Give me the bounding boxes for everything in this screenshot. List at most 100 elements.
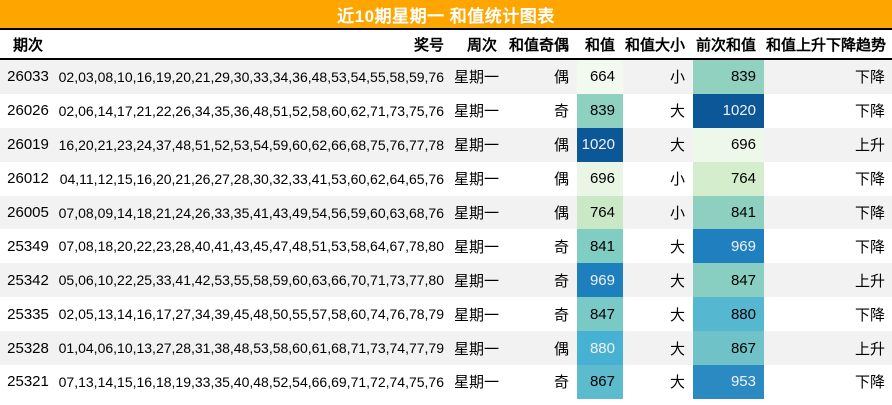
table-row: 26033 02,03,08,10,16,19,20,21,29,30,33,34…: [0, 59, 892, 94]
cell-trend: 下降: [854, 171, 885, 189]
cell-prev: 1020: [693, 93, 764, 128]
cell-parity: 奇: [553, 374, 569, 392]
cell-sum: 839: [577, 93, 623, 128]
table-row: 25328 01,04,06,10,13,27,28,31,38,48,53,58…: [0, 331, 892, 366]
table-row: 26012 04,11,12,15,16,20,21,26,27,28,30,32…: [0, 161, 892, 196]
cell-sum: 764: [577, 195, 623, 230]
cell-week: 星期一: [453, 69, 499, 87]
cell-numbers: 02,05,13,14,16,17,27,34,39,45,48,50,55,5…: [58, 306, 444, 323]
cell-parity: 奇: [553, 103, 569, 121]
cell-sum: 969: [577, 263, 623, 298]
cell-prev: 969: [693, 229, 764, 264]
col-header-size: 和值大小: [624, 36, 685, 54]
cell-trend: 上升: [854, 137, 885, 155]
cell-parity: 偶: [553, 69, 569, 87]
cell-parity: 偶: [553, 205, 569, 222]
cell-sum: 841: [577, 229, 623, 264]
col-header-prev: 前次和值: [695, 36, 756, 54]
cell-week: 星期一: [453, 103, 499, 121]
cell-trend: 下降: [854, 69, 885, 87]
table-row: 25342 05,06,10,22,25,33,41,42,53,55,58,59…: [0, 263, 892, 298]
cell-prev: 764: [693, 161, 764, 196]
cell-prev: 841: [693, 195, 764, 230]
cell-week: 星期一: [453, 272, 499, 290]
cell-size: 小: [669, 205, 685, 222]
table-row: 26026 02,06,14,17,21,22,26,34,35,36,48,51…: [0, 93, 892, 128]
cell-prev: 839: [693, 59, 764, 94]
cell-prev: 953: [693, 365, 764, 399]
col-header-numbers: 奖号: [413, 36, 444, 54]
cell-size: 大: [669, 238, 685, 256]
cell-period: 25342: [7, 271, 49, 289]
table-row: 25335 02,05,13,14,16,17,27,34,39,45,48,50…: [0, 297, 892, 332]
cell-numbers: 01,04,06,10,13,27,28,31,38,48,53,58,60,6…: [58, 340, 444, 357]
cell-period: 25349: [7, 237, 49, 255]
cell-period: 26026: [7, 102, 49, 120]
page-title: 近10期星期一 和值统计图表: [0, 0, 892, 28]
cell-parity: 偶: [553, 137, 569, 155]
cell-sum: 867: [577, 365, 623, 399]
cell-sum: 664: [577, 59, 623, 94]
cell-week: 星期一: [453, 205, 499, 222]
cell-period: 26005: [7, 204, 49, 221]
cell-parity: 奇: [553, 306, 569, 324]
cell-week: 星期一: [453, 137, 499, 155]
table-row: 26019 16,20,21,23,24,37,48,51,52,53,54,59…: [0, 127, 892, 162]
cell-trend: 下降: [854, 205, 885, 222]
table-row: 25349 07,08,18,20,22,23,28,40,41,43,45,47…: [0, 229, 892, 264]
col-header-week: 周次: [466, 36, 497, 54]
cell-numbers: 05,06,10,22,25,33,41,42,53,55,58,59,60,6…: [58, 272, 444, 289]
cell-parity: 偶: [553, 340, 569, 358]
cell-week: 星期一: [453, 374, 499, 392]
table-header-row: 期次 奖号 周次 和值奇偶 和值 和值大小 前次和值 和值上升下降趋势: [0, 29, 892, 59]
cell-sum: 696: [577, 161, 623, 196]
cell-numbers: 16,20,21,23,24,37,48,51,52,53,54,59,60,6…: [58, 136, 444, 153]
cell-prev: 847: [693, 263, 764, 298]
cell-week: 星期一: [453, 306, 499, 324]
cell-size: 大: [669, 103, 685, 121]
cell-week: 星期一: [453, 171, 499, 189]
cell-week: 星期一: [453, 238, 499, 256]
cell-numbers: 07,08,18,20,22,23,28,40,41,43,45,47,48,5…: [58, 238, 444, 255]
cell-period: 25335: [7, 305, 49, 323]
cell-parity: 奇: [553, 238, 569, 256]
cell-trend: 上升: [854, 272, 885, 290]
cell-prev: 867: [693, 331, 764, 366]
cell-week: 星期一: [453, 340, 499, 358]
cell-numbers: 07,08,09,14,18,21,24,26,33,35,41,43,49,5…: [58, 204, 444, 221]
cell-size: 大: [669, 374, 685, 392]
cell-sum: 1020: [577, 127, 623, 162]
cell-trend: 下降: [854, 238, 885, 256]
table-body: 26033 02,03,08,10,16,19,20,21,29,30,33,34…: [0, 59, 892, 399]
col-header-trend: 和值上升下降趋势: [765, 36, 886, 54]
cell-prev: 880: [693, 297, 764, 332]
cell-size: 大: [669, 137, 685, 155]
col-header-sum: 和值: [584, 36, 615, 54]
col-header-period: 期次: [12, 36, 43, 54]
cell-numbers: 04,11,12,15,16,20,21,26,27,28,30,32,33,4…: [59, 170, 444, 187]
table-row: 25321 07,13,14,15,16,18,19,33,35,40,48,52…: [0, 365, 892, 399]
cell-parity: 奇: [553, 272, 569, 290]
cell-period: 26033: [7, 68, 49, 86]
cell-parity: 偶: [553, 171, 569, 189]
cell-numbers: 02,03,08,10,16,19,20,21,29,30,33,34,36,4…: [58, 68, 444, 85]
table-row: 26005 07,08,09,14,18,21,24,26,33,35,41,43…: [0, 195, 892, 230]
cell-period: 25328: [7, 339, 49, 357]
cell-numbers: 02,06,14,17,21,22,26,34,35,36,48,51,52,5…: [58, 102, 444, 119]
cell-period: 25321: [7, 373, 49, 391]
cell-size: 大: [669, 340, 685, 358]
cell-trend: 下降: [854, 374, 885, 392]
cell-size: 小: [669, 69, 685, 87]
col-header-parity: 和值奇偶: [508, 36, 569, 54]
cell-period: 26012: [7, 170, 49, 188]
cell-trend: 下降: [854, 103, 885, 121]
cell-sum: 847: [577, 297, 623, 332]
cell-numbers: 07,13,14,15,16,18,19,33,35,40,48,52,54,6…: [58, 373, 444, 390]
cell-period: 26019: [7, 136, 49, 154]
cell-size: 大: [669, 272, 685, 290]
cell-size: 小: [669, 171, 685, 189]
cell-prev: 696: [693, 127, 764, 162]
cell-size: 大: [669, 306, 685, 324]
cell-sum: 880: [577, 331, 623, 366]
cell-trend: 上升: [854, 340, 885, 358]
